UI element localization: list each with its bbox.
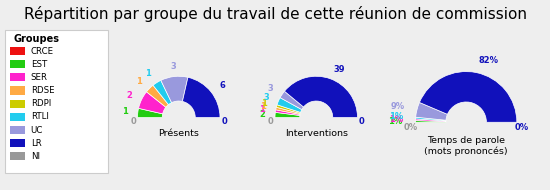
Text: 2: 2	[259, 110, 265, 119]
FancyBboxPatch shape	[10, 86, 25, 95]
Text: 3: 3	[268, 84, 273, 93]
Text: 1%: 1%	[389, 112, 403, 121]
FancyBboxPatch shape	[10, 100, 25, 108]
Wedge shape	[416, 117, 446, 121]
Text: Interventions: Interventions	[285, 129, 348, 138]
Text: RTLI: RTLI	[31, 112, 48, 121]
Text: Présents: Présents	[158, 129, 199, 138]
Wedge shape	[415, 119, 446, 122]
Text: 0%: 0%	[515, 123, 529, 132]
Text: RDPI: RDPI	[31, 99, 51, 108]
FancyBboxPatch shape	[10, 126, 25, 134]
FancyBboxPatch shape	[10, 113, 25, 121]
Text: LR: LR	[31, 139, 41, 148]
Text: 3: 3	[170, 62, 176, 71]
Text: EST: EST	[31, 60, 47, 69]
Wedge shape	[146, 85, 168, 107]
Text: SER: SER	[31, 73, 48, 82]
Wedge shape	[183, 77, 220, 118]
Wedge shape	[416, 102, 448, 120]
Text: 1: 1	[261, 99, 267, 108]
Text: UC: UC	[31, 126, 43, 135]
FancyBboxPatch shape	[10, 47, 25, 55]
Text: 1: 1	[145, 69, 151, 78]
Text: 6: 6	[219, 81, 225, 90]
Text: 1: 1	[122, 107, 128, 116]
FancyBboxPatch shape	[10, 60, 25, 68]
Text: 0%: 0%	[403, 123, 417, 132]
Wedge shape	[276, 110, 300, 116]
Text: Groupes: Groupes	[13, 34, 59, 44]
Text: 0: 0	[130, 117, 136, 126]
Wedge shape	[284, 76, 358, 118]
Text: 0: 0	[221, 117, 227, 126]
FancyBboxPatch shape	[10, 139, 25, 147]
Text: Temps de parole
(mots prononcés): Temps de parole (mots prononcés)	[424, 136, 508, 156]
Wedge shape	[280, 91, 304, 110]
Wedge shape	[153, 80, 172, 105]
Text: 1%: 1%	[389, 115, 403, 124]
Wedge shape	[161, 76, 188, 103]
Text: 2: 2	[126, 91, 133, 100]
Wedge shape	[276, 107, 300, 114]
Wedge shape	[415, 121, 446, 122]
Text: 1: 1	[260, 102, 266, 111]
Wedge shape	[277, 98, 302, 112]
Wedge shape	[138, 108, 163, 118]
Text: RDSE: RDSE	[31, 86, 54, 95]
Wedge shape	[276, 105, 300, 113]
Text: Répartition par groupe du travail de cette réunion de commission: Répartition par groupe du travail de cet…	[24, 6, 526, 22]
Text: 39: 39	[334, 65, 345, 74]
Wedge shape	[139, 92, 166, 114]
Text: 82%: 82%	[478, 56, 499, 65]
Wedge shape	[275, 112, 300, 118]
Text: 1: 1	[260, 105, 265, 114]
Text: 0: 0	[268, 117, 274, 126]
Text: 0: 0	[359, 117, 365, 126]
Text: 1%: 1%	[388, 117, 403, 126]
Text: 9%: 9%	[390, 102, 405, 111]
Text: NI: NI	[31, 152, 40, 161]
Wedge shape	[420, 72, 517, 122]
FancyBboxPatch shape	[5, 30, 108, 173]
Text: CRCE: CRCE	[31, 47, 54, 55]
FancyBboxPatch shape	[10, 152, 25, 160]
Text: 1: 1	[136, 77, 142, 86]
FancyBboxPatch shape	[10, 73, 25, 81]
Text: 3: 3	[263, 93, 269, 101]
